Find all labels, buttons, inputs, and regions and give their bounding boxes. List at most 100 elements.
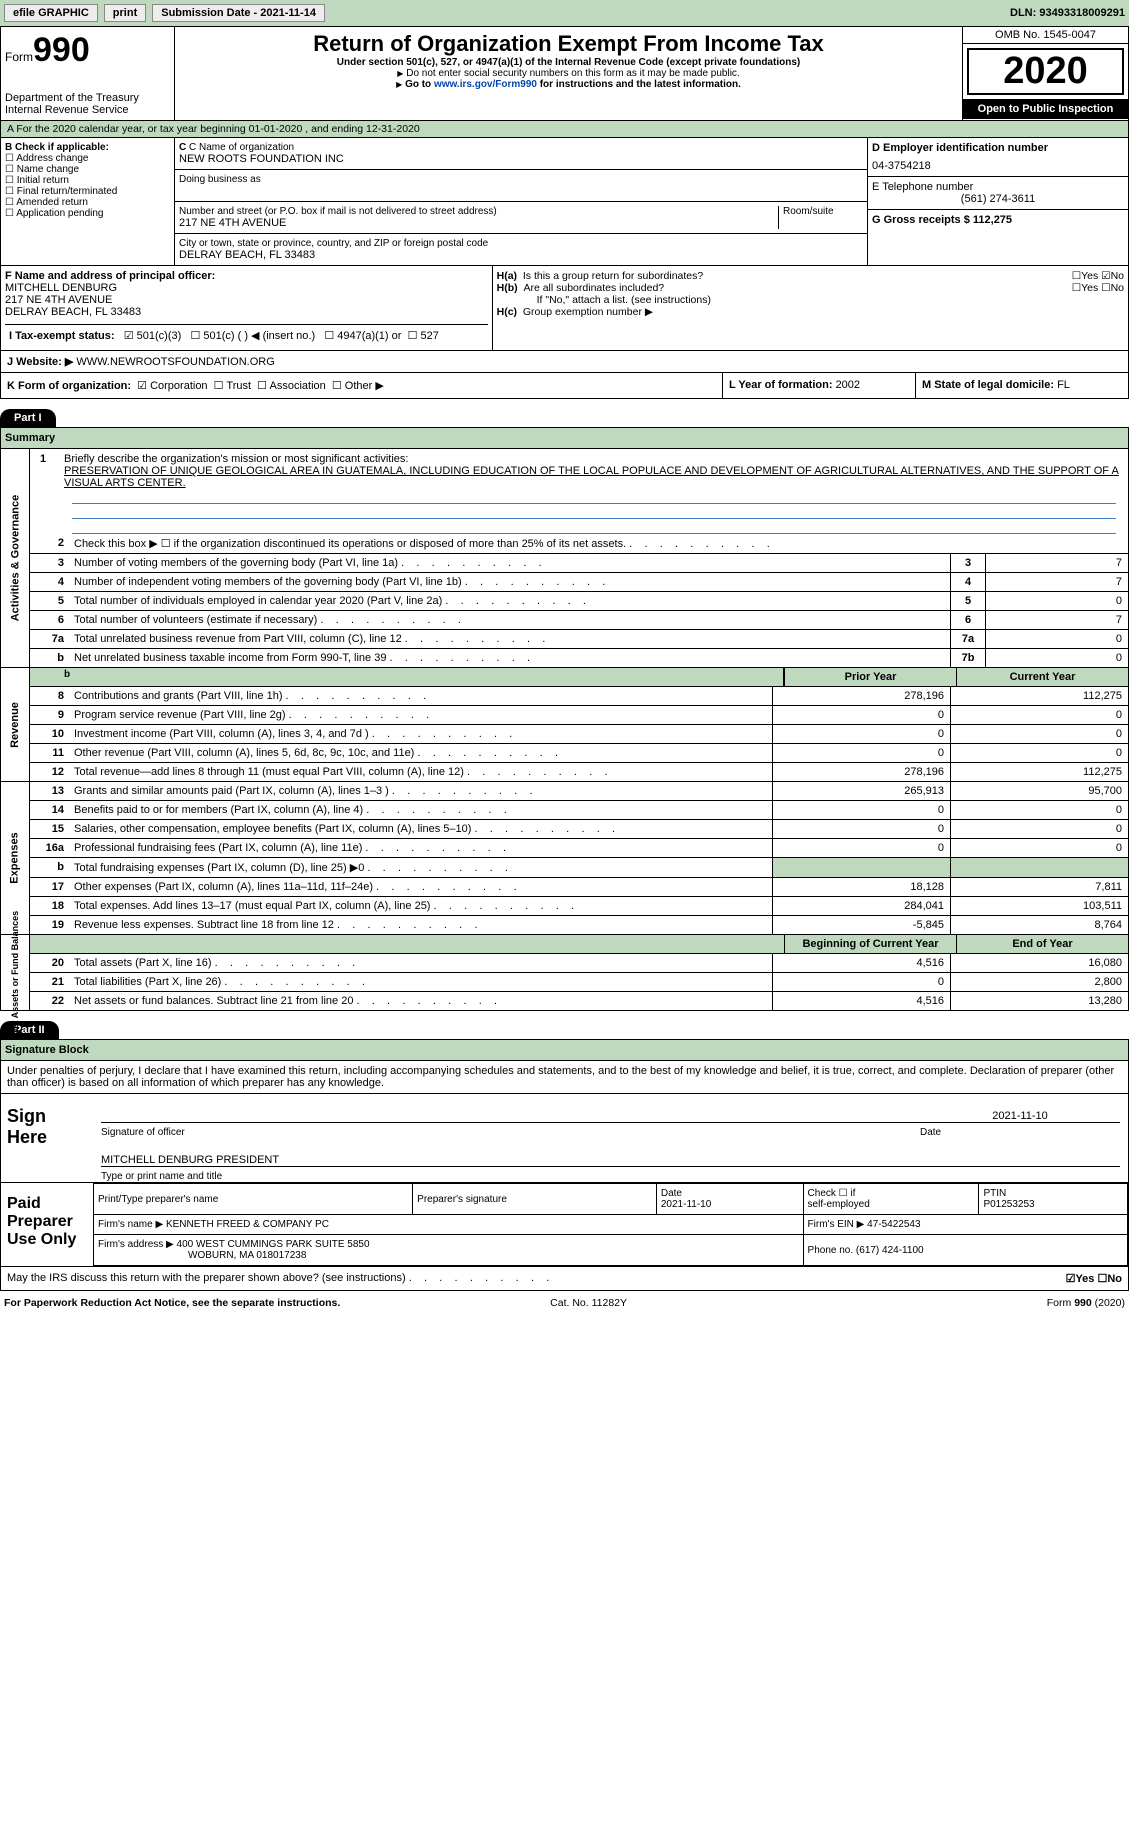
k-l-m-row: K Form of organization: ☑ Corporation ☐ … bbox=[0, 373, 1129, 399]
k-other: Other ▶ bbox=[345, 380, 384, 392]
hb-note: If "No," attach a list. (see instruction… bbox=[537, 294, 1124, 306]
row-13: 13Grants and similar amounts paid (Part … bbox=[30, 782, 1128, 801]
row-16a: 16aProfessional fundraising fees (Part I… bbox=[30, 839, 1128, 858]
hb-yesno: ☐Yes ☐No bbox=[1072, 282, 1124, 294]
entity-block: B Check if applicable: Address changeNam… bbox=[0, 138, 1129, 266]
top-bar: efile GRAPHIC print Submission Date - 20… bbox=[0, 0, 1129, 26]
side-revenue: Revenue bbox=[9, 702, 21, 748]
part1-title: Summary bbox=[0, 427, 1129, 449]
row-12: 12Total revenue—add lines 8 through 11 (… bbox=[30, 763, 1128, 781]
website-row: J Website: ▶ WWW.NEWROOTSFOUNDATION.ORG bbox=[0, 351, 1129, 373]
gov-row-b: bNet unrelated business taxable income f… bbox=[30, 649, 1128, 667]
subtitle-1: Under section 501(c), 527, or 4947(a)(1)… bbox=[179, 57, 958, 68]
hc-label: H(c) bbox=[497, 306, 517, 318]
part1-badge: Part I bbox=[0, 409, 56, 427]
k-label: K Form of organization: bbox=[7, 380, 131, 392]
officer-addr1: 217 NE 4TH AVENUE bbox=[5, 294, 112, 306]
org-name: NEW ROOTS FOUNDATION INC bbox=[179, 153, 863, 165]
row-b: bTotal fundraising expenses (Part IX, co… bbox=[30, 858, 1128, 878]
row-14: 14Benefits paid to or for members (Part … bbox=[30, 801, 1128, 820]
foot-left: For Paperwork Reduction Act Notice, see … bbox=[4, 1297, 340, 1309]
gov-row-4: 4Number of independent voting members of… bbox=[30, 573, 1128, 592]
paid-preparer-block: Paid Preparer Use Only Print/Type prepar… bbox=[0, 1183, 1129, 1267]
phone-value: (561) 274-3611 bbox=[872, 193, 1124, 205]
side-governance: Activities & Governance bbox=[9, 495, 21, 622]
checkbox-name-change[interactable]: Name change bbox=[5, 164, 170, 175]
submission-date-label: Submission Date - 2021-11-14 bbox=[152, 4, 325, 22]
g-label: G Gross receipts $ 112,275 bbox=[872, 214, 1012, 226]
pp-h3: Date2021-11-10 bbox=[656, 1184, 803, 1215]
part2-badge: Part II bbox=[0, 1021, 59, 1039]
form-number: Form990 bbox=[5, 31, 170, 70]
officer-printed-name: MITCHELL DENBURG PRESIDENT bbox=[101, 1154, 279, 1166]
ha-text: Is this a group return for subordinates? bbox=[523, 270, 703, 282]
gov-row-6: 6Total number of volunteers (estimate if… bbox=[30, 611, 1128, 630]
k-trust: Trust bbox=[226, 380, 251, 392]
k-corp: Corporation bbox=[150, 380, 207, 392]
tax-year: 2020 bbox=[967, 48, 1124, 95]
officer-group-block: F Name and address of principal officer:… bbox=[0, 266, 1129, 351]
officer-addr2: DELRAY BEACH, FL 33483 bbox=[5, 306, 141, 318]
form-title: Return of Organization Exempt From Incom… bbox=[179, 31, 958, 57]
pp-h4: Check ☐ ifself-employed bbox=[803, 1184, 979, 1215]
d-label: D Employer identification number bbox=[872, 142, 1048, 154]
checkbox-application-pending[interactable]: Application pending bbox=[5, 208, 170, 219]
irs-link[interactable]: www.irs.gov/Form990 bbox=[434, 79, 537, 90]
perjury-declaration: Under penalties of perjury, I declare th… bbox=[0, 1061, 1129, 1094]
subtitle-3: ▶ Go to www.irs.gov/Form990 for instruct… bbox=[179, 79, 958, 90]
dln-label: DLN: 93493318009291 bbox=[1010, 7, 1125, 19]
ein-value: 04-3754218 bbox=[872, 160, 1124, 172]
sign-date: 2021-11-10 bbox=[920, 1110, 1120, 1122]
i-opt4: ☐ 527 bbox=[408, 330, 439, 342]
row-a-period: A For the 2020 calendar year, or tax yea… bbox=[0, 121, 1129, 138]
open-inspection-label: Open to Public Inspection bbox=[963, 99, 1128, 119]
checkbox-initial-return[interactable]: Initial return bbox=[5, 175, 170, 186]
discuss-text: May the IRS discuss this return with the… bbox=[7, 1272, 549, 1285]
row-9: 9Program service revenue (Part VIII, lin… bbox=[30, 706, 1128, 725]
row-18: 18Total expenses. Add lines 13–17 (must … bbox=[30, 897, 1128, 916]
l-val: 2002 bbox=[836, 379, 860, 391]
side-netassets: Net Assets or Fund Balances bbox=[10, 910, 20, 1034]
boy-hdr: Beginning of Current Year bbox=[784, 935, 956, 953]
checkbox-amended-return[interactable]: Amended return bbox=[5, 197, 170, 208]
row-20: 20Total assets (Part X, line 16)4,51616,… bbox=[30, 954, 1128, 973]
i-opt2: ☐ 501(c) ( ) ◀ (insert no.) bbox=[190, 330, 315, 342]
dba-label: Doing business as bbox=[179, 174, 863, 185]
paid-preparer-label: Paid Preparer Use Only bbox=[1, 1183, 93, 1266]
room-label: Room/suite bbox=[779, 206, 863, 229]
revenue-section: Revenue b Prior Year Current Year 8Contr… bbox=[0, 668, 1129, 782]
discuss-row: May the IRS discuss this return with the… bbox=[0, 1267, 1129, 1291]
side-expenses: Expenses bbox=[9, 832, 21, 883]
section-b-label: B Check if applicable: bbox=[5, 142, 109, 153]
row-11: 11Other revenue (Part VIII, column (A), … bbox=[30, 744, 1128, 763]
subtitle-2: ▶ Do not enter social security numbers o… bbox=[179, 68, 958, 79]
pp-firm: Firm's name ▶ KENNETH FREED & COMPANY PC bbox=[94, 1215, 804, 1235]
row-8: 8Contributions and grants (Part VIII, li… bbox=[30, 687, 1128, 706]
checkbox-final-return-terminated[interactable]: Final return/terminated bbox=[5, 186, 170, 197]
mission-text: PRESERVATION OF UNIQUE GEOLOGICAL AREA I… bbox=[64, 465, 1119, 489]
i-opt1: ☑ 501(c)(3) bbox=[124, 330, 182, 342]
c-name-label: C C Name of organization bbox=[179, 142, 863, 153]
part2-title: Signature Block bbox=[0, 1039, 1129, 1061]
mission-label: Briefly describe the organization's miss… bbox=[64, 453, 408, 465]
checkbox-address-change[interactable]: Address change bbox=[5, 153, 170, 164]
expenses-section: Expenses 13Grants and similar amounts pa… bbox=[0, 782, 1129, 935]
i-opt3: ☐ 4947(a)(1) or bbox=[324, 330, 401, 342]
sign-here-block: Sign Here 2021-11-10 Signature of office… bbox=[0, 1094, 1129, 1183]
hc-text: Group exemption number ▶ bbox=[523, 306, 653, 318]
pp-h5: PTINP01253253 bbox=[979, 1184, 1128, 1215]
type-name-label: Type or print name and title bbox=[101, 1171, 1120, 1182]
website-value: WWW.NEWROOTSFOUNDATION.ORG bbox=[76, 356, 274, 368]
gov-row-3: 3Number of voting members of the governi… bbox=[30, 554, 1128, 573]
discuss-ans: ☑Yes ☐No bbox=[1066, 1272, 1122, 1285]
gov-row-2: 2Check this box ▶ ☐ if the organization … bbox=[30, 534, 1128, 554]
hb-label: H(b) bbox=[497, 282, 518, 294]
efile-graphic-button[interactable]: efile GRAPHIC bbox=[4, 4, 98, 22]
j-label: J Website: ▶ bbox=[7, 356, 73, 368]
footer: For Paperwork Reduction Act Notice, see … bbox=[0, 1291, 1129, 1315]
gov-row-7a: 7aTotal unrelated business revenue from … bbox=[30, 630, 1128, 649]
print-button[interactable]: print bbox=[104, 4, 146, 22]
i-label: I Tax-exempt status: bbox=[9, 330, 115, 342]
row-19: 19Revenue less expenses. Subtract line 1… bbox=[30, 916, 1128, 934]
k-assoc: Association bbox=[270, 380, 326, 392]
